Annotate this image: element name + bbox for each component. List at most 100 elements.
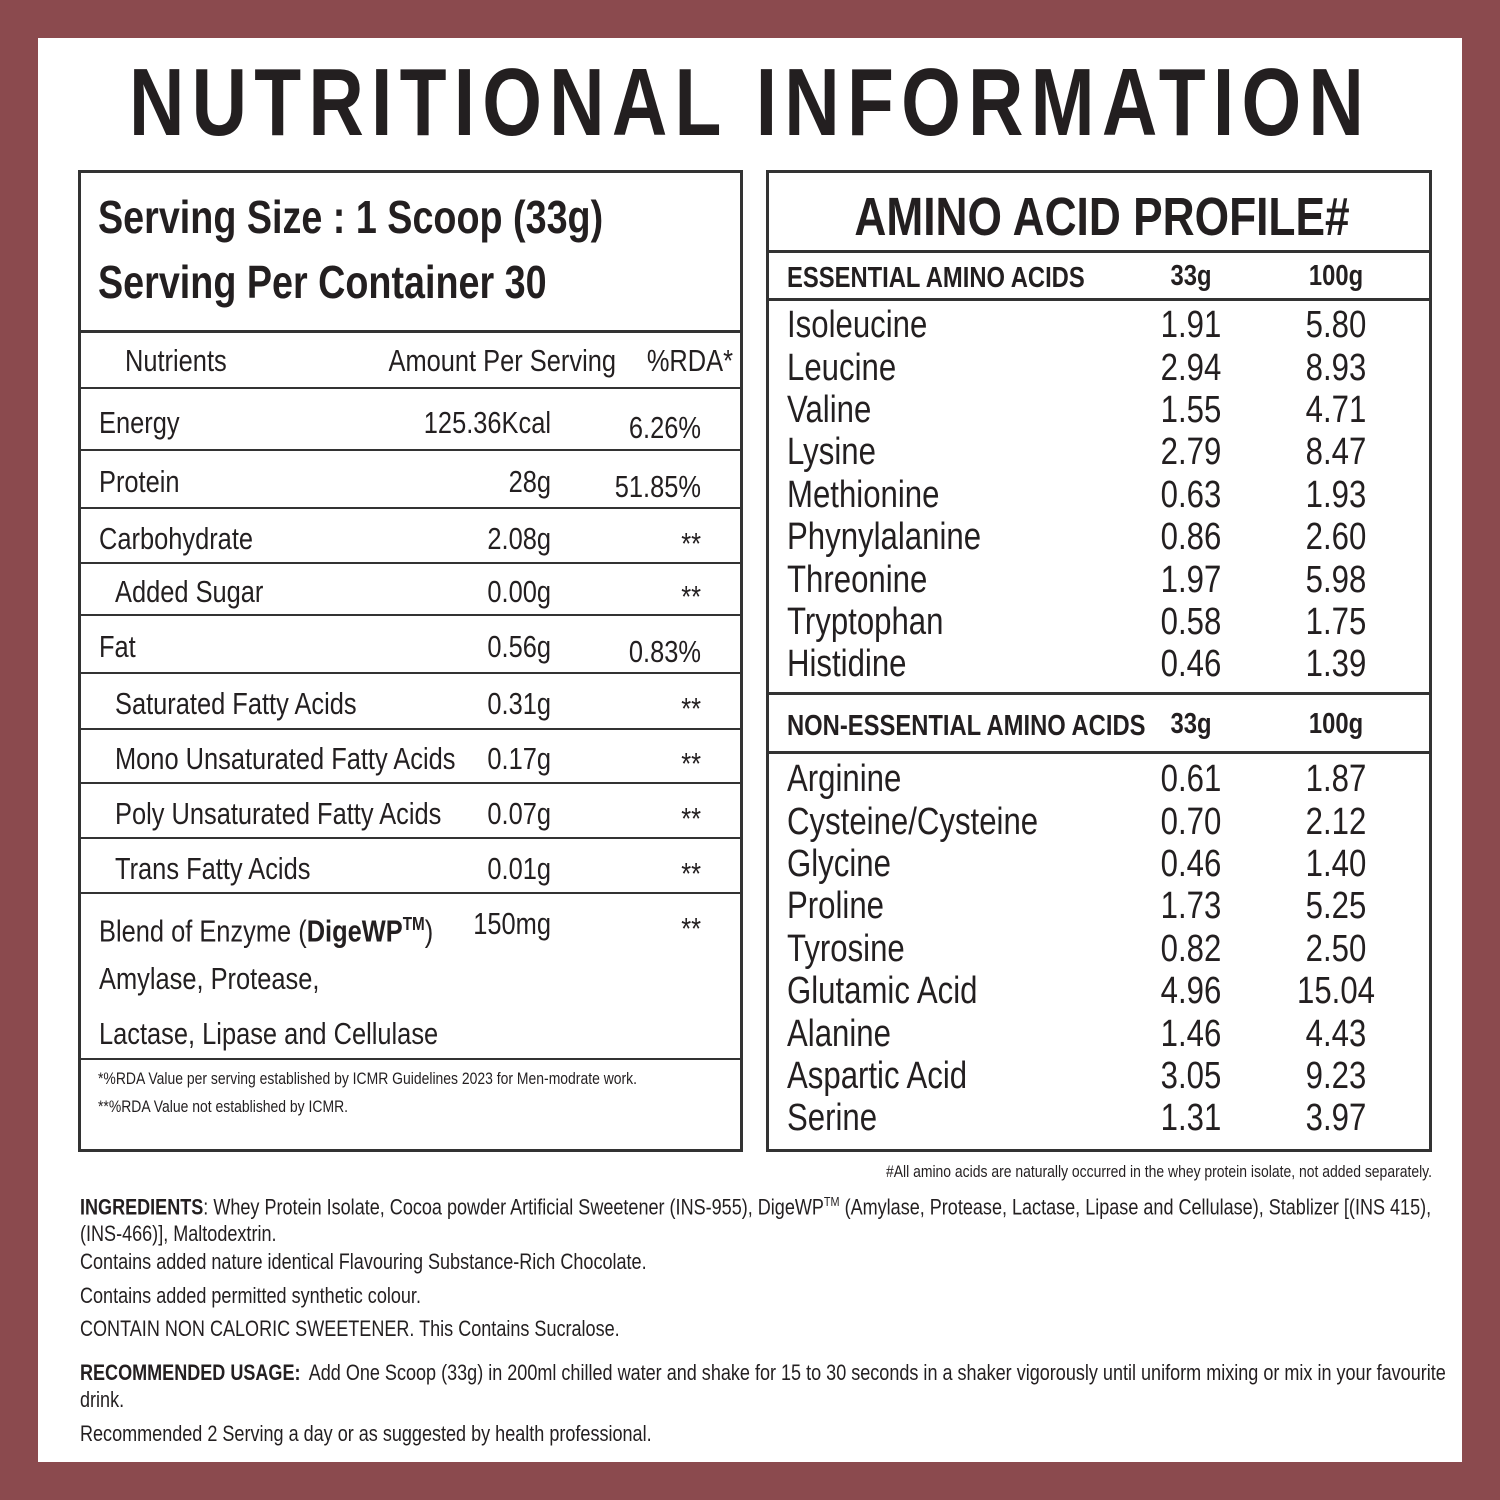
- nutrient-amount: 125.36Kcal: [423, 404, 551, 440]
- amino-title: AMINO ACID PROFILE#: [854, 186, 1350, 247]
- amino-100g: 1.40: [1305, 843, 1367, 885]
- group-heading: NON-ESSENTIAL AMINO ACIDS: [787, 709, 1146, 742]
- nutrient-amount: 0.00g: [487, 574, 551, 610]
- amino-33g: 1.46: [1160, 1012, 1222, 1055]
- nutrient-amount: 28g: [508, 464, 551, 500]
- amino-33g: 2.79: [1160, 431, 1222, 474]
- nutrient-amount: 0.07g: [487, 795, 551, 831]
- sub-nutrient-name: Poly Unsaturated Fatty Acids: [115, 795, 442, 831]
- nutrient-rda: **: [681, 746, 701, 782]
- divider: [81, 892, 740, 894]
- amino-name: Arginine: [787, 758, 902, 801]
- nutrient-name: Fat: [99, 629, 136, 665]
- ingredients-label: INGREDIENTS: [80, 1194, 204, 1220]
- amino-100g: 5.98: [1305, 558, 1367, 601]
- amino-33g: 0.82: [1160, 927, 1222, 970]
- usage-note: Recommended 2 Serving a day or as sugges…: [80, 1421, 652, 1446]
- nutrient-amount: 0.17g: [487, 741, 551, 777]
- ingredients-note: CONTAIN NON CALORIC SWEETENER. This Cont…: [80, 1316, 620, 1341]
- amino-name: Serine: [787, 1097, 878, 1140]
- amino-100g: 8.47: [1305, 431, 1367, 474]
- ingredients-note: Contains added nature identical Flavouri…: [80, 1249, 647, 1274]
- label-page: NUTRITIONAL INFORMATION Serving Size : 1…: [38, 38, 1462, 1462]
- amino-name: Glutamic Acid: [787, 970, 978, 1013]
- servings-per-container: Serving Per Container 30: [98, 256, 547, 309]
- nutrient-amount: 0.31g: [487, 686, 551, 722]
- amino-100g: 1.75: [1305, 601, 1367, 643]
- trademark: TM: [823, 1194, 840, 1209]
- usage: RECOMMENDED USAGE: Add One Scoop (33g) in…: [80, 1359, 1460, 1413]
- divider: [81, 330, 740, 333]
- amino-100g: 9.23: [1305, 1055, 1367, 1097]
- serving-size: Serving Size : 1 Scoop (33g): [98, 191, 604, 244]
- divider: [769, 298, 1429, 301]
- amino-100g: 3.97: [1305, 1097, 1367, 1140]
- amino-name: Aspartic Acid: [787, 1055, 968, 1097]
- divider: [81, 614, 740, 616]
- amino-100g: 5.25: [1305, 885, 1367, 928]
- enzyme-brand: DigeWP: [306, 913, 403, 949]
- divider: [769, 692, 1429, 695]
- nutrient-amount: 2.08g: [487, 520, 551, 556]
- amino-name: Histidine: [787, 643, 907, 686]
- amino-33g: 0.63: [1160, 473, 1222, 516]
- amino-name: Proline: [787, 885, 885, 928]
- divider: [81, 672, 740, 674]
- amino-100g: 2.12: [1305, 800, 1367, 843]
- column-header: 100g: [1308, 707, 1364, 740]
- amino-name: Lysine: [787, 431, 876, 474]
- nutrient-rda: **: [681, 855, 701, 891]
- enzyme-component: Amylase, Protease,: [99, 961, 320, 997]
- amino-name: Methionine: [787, 473, 940, 516]
- amino-100g: 2.50: [1305, 927, 1367, 970]
- divider: [81, 782, 740, 784]
- sub-nutrient-name: Trans Fatty Acids: [115, 850, 311, 886]
- amino-name: Leucine: [787, 346, 897, 389]
- amino-33g: 4.96: [1160, 970, 1222, 1013]
- divider: [81, 728, 740, 730]
- nutrient-name: Energy: [99, 404, 180, 440]
- amino-100g: 4.43: [1305, 1012, 1367, 1055]
- group-heading: ESSENTIAL AMINO ACIDS: [787, 261, 1085, 294]
- column-header: %RDA*: [646, 343, 733, 379]
- usage-text: Add One Scoop (33g) in 200ml chilled wat…: [80, 1360, 1446, 1412]
- ingredients-note: Contains added permitted synthetic colou…: [80, 1282, 421, 1308]
- ingredients: INGREDIENTS: Whey Protein Isolate, Cocoa…: [80, 1188, 1460, 1247]
- amino-100g: 5.80: [1305, 304, 1367, 347]
- amino-100g: 4.71: [1305, 389, 1367, 431]
- amino-name: Phynylalanine: [787, 516, 982, 559]
- title: NUTRITIONAL INFORMATION: [128, 49, 1372, 156]
- enzyme-name: Blend of Enzyme (DigeWPTM): [99, 905, 433, 950]
- divider: [769, 250, 1429, 253]
- amino-100g: 2.60: [1305, 516, 1367, 559]
- amino-33g: 0.46: [1160, 843, 1222, 885]
- divider: [769, 751, 1429, 754]
- nutrition-table: Serving Size : 1 Scoop (33g) Serving Per …: [78, 170, 743, 1152]
- ingredients-text: : Whey Protein Isolate, Cocoa powder Art…: [203, 1194, 824, 1220]
- amino-footnote: #All amino acids are naturally occurred …: [885, 1161, 1432, 1181]
- column-header: 100g: [1308, 259, 1364, 292]
- footnote: **%RDA Value not established by ICMR.: [98, 1096, 349, 1116]
- amino-33g: 1.73: [1160, 885, 1222, 928]
- amino-100g: 1.87: [1305, 758, 1367, 801]
- nutrient-rda: **: [681, 691, 701, 727]
- column-header: 33g: [1170, 259, 1212, 292]
- column-header: 33g: [1170, 707, 1212, 740]
- amino-100g: 1.39: [1305, 643, 1367, 686]
- nutrient-rda: 51.85%: [614, 469, 701, 505]
- sub-nutrient-name: Mono Unsaturated Fatty Acids: [115, 741, 456, 777]
- enzyme-name-end: ): [424, 913, 434, 949]
- enzyme-component: Lactase, Lipase and Cellulase: [99, 1016, 439, 1052]
- nutrient-rda: 0.83%: [628, 634, 701, 670]
- enzyme-amount: 150mg: [473, 906, 551, 942]
- nutrient-rda: 6.26%: [628, 409, 701, 445]
- amino-33g: 0.58: [1160, 601, 1222, 643]
- enzyme-rda: **: [681, 911, 701, 947]
- amino-name: Alanine: [787, 1012, 891, 1055]
- amino-name: Cysteine/Cysteine: [787, 800, 1039, 843]
- amino-33g: 0.46: [1160, 643, 1222, 686]
- amino-33g: 3.05: [1160, 1055, 1222, 1097]
- amino-33g: 0.70: [1160, 800, 1222, 843]
- nutrient-rda: **: [681, 579, 701, 615]
- ingredients-text: (Amylase, Protease, Lactase, Lipase and …: [80, 1194, 1432, 1247]
